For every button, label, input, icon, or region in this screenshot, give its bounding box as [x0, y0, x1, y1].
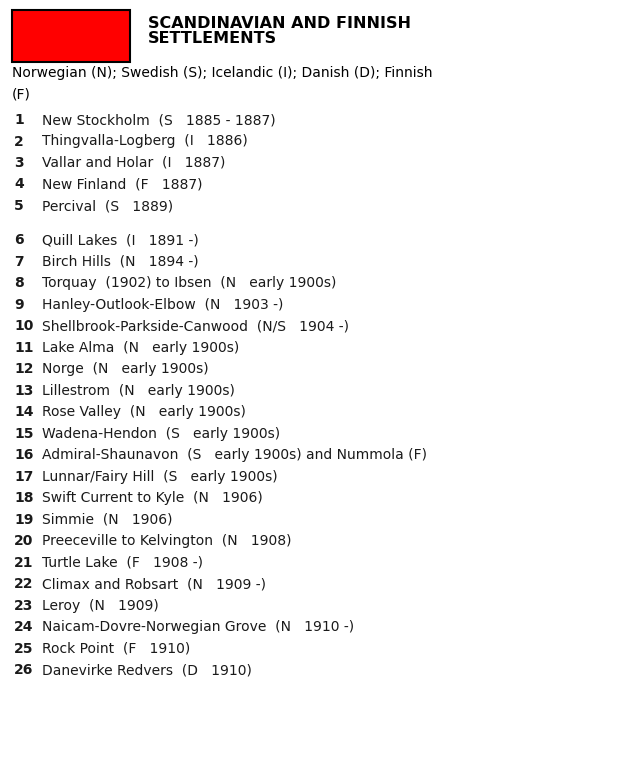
- Bar: [12, 10, 130, 62]
- Text: (F): (F): [12, 88, 31, 101]
- Text: New Stockholm  (S   1885 - 1887): New Stockholm (S 1885 - 1887): [42, 113, 276, 127]
- Text: Naicam-Dovre-Norwegian Grove  (N   1910 -): Naicam-Dovre-Norwegian Grove (N 1910 -): [42, 620, 354, 635]
- Text: 12: 12: [14, 363, 33, 376]
- Text: 21: 21: [14, 556, 33, 570]
- Text: Torquay  (1902) to Ibsen  (N   early 1900s): Torquay (1902) to Ibsen (N early 1900s): [42, 277, 337, 290]
- Text: 22: 22: [14, 578, 33, 591]
- Text: Norwegian (N); Swedish (S); Icelandic (I); Danish (D); Finnish: Norwegian (N); Swedish (S); Icelandic (I…: [12, 66, 433, 80]
- Text: 18: 18: [14, 491, 33, 505]
- Text: 14: 14: [14, 405, 33, 419]
- Text: Vallar and Holar  (I   1887): Vallar and Holar (I 1887): [42, 156, 226, 170]
- Text: Simmie  (N   1906): Simmie (N 1906): [42, 513, 172, 527]
- Text: 9: 9: [14, 298, 24, 312]
- Text: 17: 17: [14, 470, 33, 484]
- Text: Admiral-Shaunavon  (S   early 1900s) and Nummola (F): Admiral-Shaunavon (S early 1900s) and Nu…: [42, 448, 427, 463]
- Text: Lake Alma  (N   early 1900s): Lake Alma (N early 1900s): [42, 341, 239, 355]
- Text: 1: 1: [14, 113, 24, 127]
- Text: 5: 5: [14, 199, 24, 213]
- Text: Shellbrook-Parkside-Canwood  (N/S   1904 -): Shellbrook-Parkside-Canwood (N/S 1904 -): [42, 319, 349, 334]
- Text: 10: 10: [14, 319, 33, 334]
- Text: Birch Hills  (N   1894 -): Birch Hills (N 1894 -): [42, 255, 198, 269]
- Text: Preeceville to Kelvington  (N   1908): Preeceville to Kelvington (N 1908): [42, 534, 291, 549]
- Text: 6: 6: [14, 233, 24, 248]
- Text: New Finland  (F   1887): New Finland (F 1887): [42, 178, 203, 191]
- Text: SCANDINAVIAN AND FINNISH: SCANDINAVIAN AND FINNISH: [148, 16, 411, 31]
- Text: 24: 24: [14, 620, 33, 635]
- Text: Norge  (N   early 1900s): Norge (N early 1900s): [42, 363, 208, 376]
- Text: 13: 13: [14, 384, 33, 398]
- Text: 20: 20: [14, 534, 33, 549]
- Text: Rose Valley  (N   early 1900s): Rose Valley (N early 1900s): [42, 405, 246, 419]
- Text: Lillestrom  (N   early 1900s): Lillestrom (N early 1900s): [42, 384, 235, 398]
- Text: 2: 2: [14, 135, 24, 149]
- Text: Wadena-Hendon  (S   early 1900s): Wadena-Hendon (S early 1900s): [42, 427, 280, 441]
- Text: 23: 23: [14, 599, 33, 613]
- Text: 26: 26: [14, 664, 33, 677]
- Text: 7: 7: [14, 255, 24, 269]
- Text: Lunnar/Fairy Hill  (S   early 1900s): Lunnar/Fairy Hill (S early 1900s): [42, 470, 278, 484]
- Text: Hanley-Outlook-Elbow  (N   1903 -): Hanley-Outlook-Elbow (N 1903 -): [42, 298, 283, 312]
- Text: Swift Current to Kyle  (N   1906): Swift Current to Kyle (N 1906): [42, 491, 263, 505]
- Text: Rock Point  (F   1910): Rock Point (F 1910): [42, 642, 190, 656]
- Text: SETTLEMENTS: SETTLEMENTS: [148, 31, 277, 46]
- Text: 3: 3: [14, 156, 24, 170]
- Text: 15: 15: [14, 427, 33, 441]
- Text: Climax and Robsart  (N   1909 -): Climax and Robsart (N 1909 -): [42, 578, 266, 591]
- Text: 16: 16: [14, 448, 33, 463]
- Text: 4: 4: [14, 178, 24, 191]
- Text: Leroy  (N   1909): Leroy (N 1909): [42, 599, 159, 613]
- Text: 19: 19: [14, 513, 33, 527]
- Text: Thingvalla-Logberg  (I   1886): Thingvalla-Logberg (I 1886): [42, 135, 248, 149]
- Text: 25: 25: [14, 642, 33, 656]
- Text: 8: 8: [14, 277, 24, 290]
- Text: 11: 11: [14, 341, 33, 355]
- Text: Quill Lakes  (I   1891 -): Quill Lakes (I 1891 -): [42, 233, 199, 248]
- Text: Percival  (S   1889): Percival (S 1889): [42, 199, 173, 213]
- Text: Turtle Lake  (F   1908 -): Turtle Lake (F 1908 -): [42, 556, 203, 570]
- Text: Danevirke Redvers  (D   1910): Danevirke Redvers (D 1910): [42, 664, 252, 677]
